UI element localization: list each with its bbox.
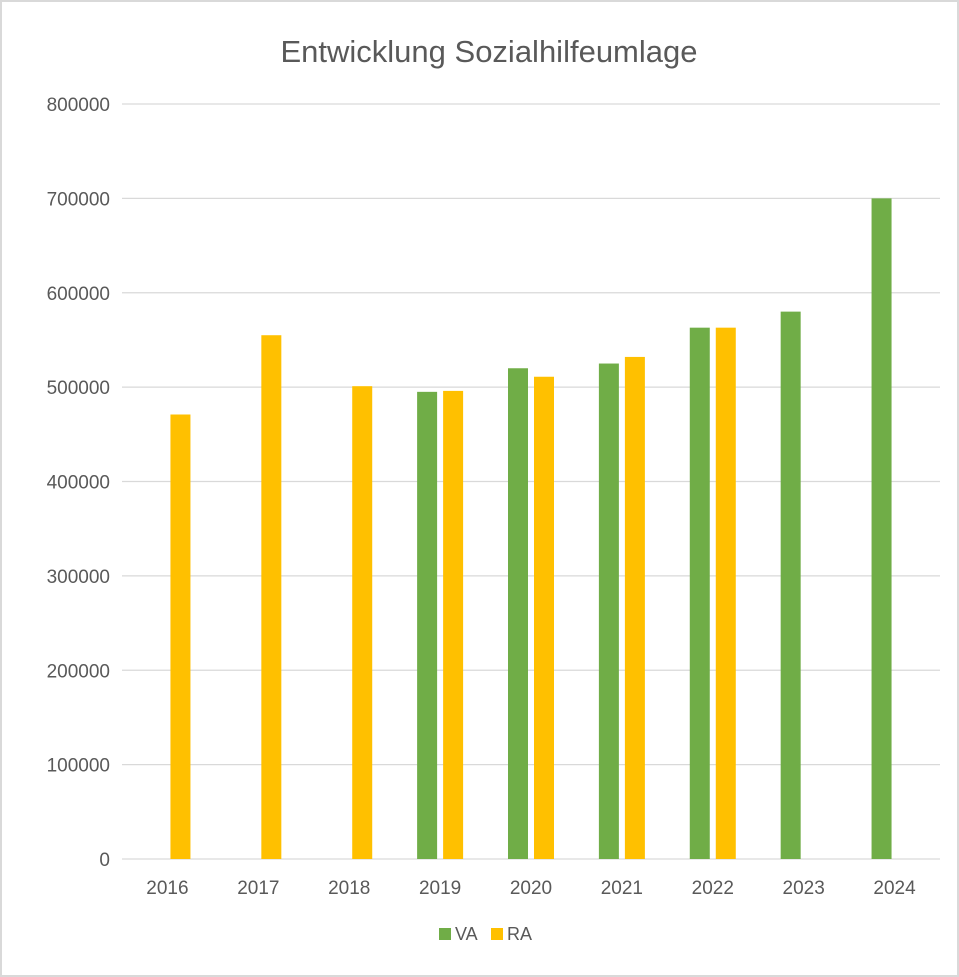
- x-tick-label: 2017: [237, 878, 279, 899]
- y-tick-label: 600000: [47, 284, 110, 305]
- bars: [170, 198, 892, 859]
- x-tick-label: 2016: [146, 878, 188, 899]
- bar-va-2024: [871, 198, 892, 859]
- x-tick-label: 2018: [328, 878, 370, 899]
- bar-ra-2017: [261, 335, 282, 859]
- y-tick-label: 800000: [47, 95, 110, 116]
- x-tick-label: 2022: [692, 878, 734, 899]
- legend: VA RA: [439, 924, 532, 944]
- bar-va-2021: [598, 363, 619, 859]
- legend-swatch-va: [439, 928, 451, 940]
- y-tick-label: 300000: [47, 567, 110, 588]
- bar-ra-2022: [715, 327, 736, 859]
- y-tick-label: 400000: [47, 473, 110, 494]
- gridlines: [122, 103, 940, 860]
- y-tick-label: 0: [99, 850, 110, 871]
- x-tick-label: 2023: [783, 878, 825, 899]
- bar-va-2019: [417, 391, 438, 859]
- x-tick-label: 2020: [510, 878, 552, 899]
- y-tick-label: 200000: [47, 661, 110, 682]
- bar-ra-2021: [624, 356, 645, 859]
- x-tick-label: 2024: [873, 878, 916, 899]
- bar-ra-2020: [534, 376, 554, 859]
- y-tick-label: 700000: [47, 189, 110, 210]
- y-axis-tick-labels: 0 100000 200000 300000 400000 500000 600000 700…: [47, 95, 110, 871]
- legend-swatch-ra: [491, 928, 503, 940]
- legend-label-va: VA: [455, 924, 478, 944]
- bar-va-2020: [508, 368, 528, 859]
- bar-ra-2016: [170, 414, 191, 859]
- legend-label-ra: RA: [507, 924, 532, 944]
- x-axis-tick-labels: 2016 2017 2018 2019 2020 2021 2022 2023 2024: [146, 878, 916, 899]
- x-tick-label: 2021: [601, 878, 643, 899]
- bar-ra-2019: [443, 390, 464, 859]
- y-tick-label: 500000: [47, 378, 110, 399]
- y-tick-label: 100000: [47, 756, 110, 777]
- chart-title: Entwicklung Sozialhilfeumlage: [280, 34, 697, 69]
- bar-va-2022: [689, 327, 710, 859]
- bar-ra-2018: [352, 386, 373, 859]
- x-tick-label: 2019: [419, 878, 461, 899]
- bar-va-2023: [780, 311, 801, 859]
